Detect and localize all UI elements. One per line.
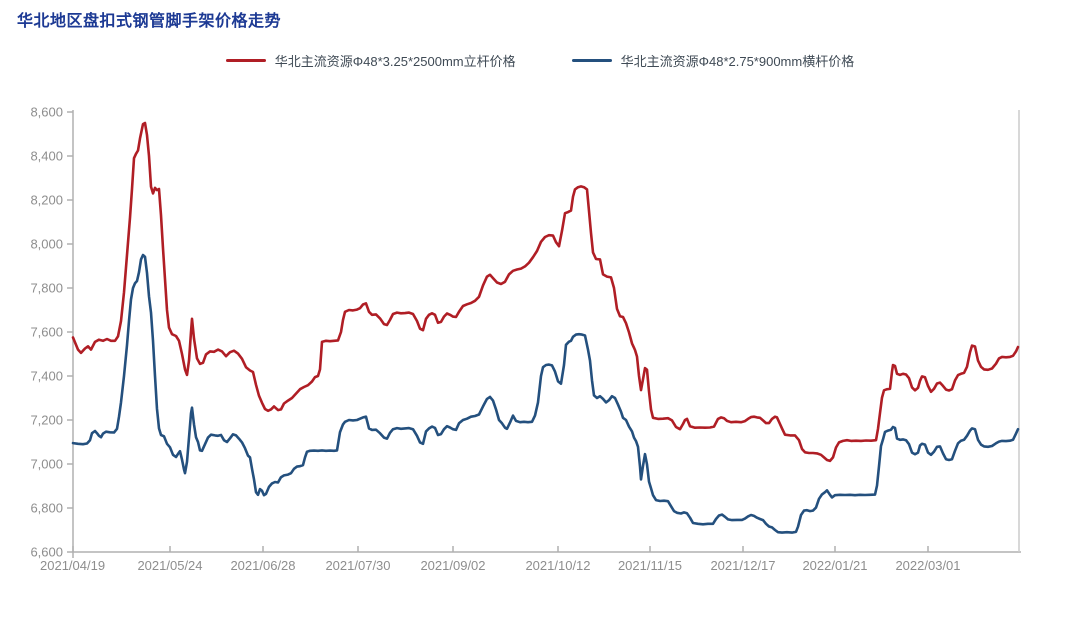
x-tick-label: 2021/06/28 — [230, 558, 295, 573]
x-tick-label: 2021/12/17 — [710, 558, 775, 573]
chart-title: 华北地区盘扣式钢管脚手架价格走势 — [17, 13, 282, 30]
y-tick-label: 7,200 — [30, 413, 63, 428]
blue-line-swatch — [571, 59, 612, 62]
y-tick-label: 7,600 — [30, 325, 63, 340]
legend-label-horizontal-bar-price: 华北主流资源Φ48*2.75*900mm横杆价格 — [620, 54, 855, 69]
x-tick-label: 2021/09/02 — [420, 558, 485, 573]
vertical-pole-price-line — [71, 121, 1020, 463]
y-tick-label: 7,000 — [30, 457, 63, 472]
x-tick-label: 2022/01/21 — [802, 558, 867, 573]
red-line-swatch — [225, 59, 266, 62]
x-tick-label: 2021/10/12 — [525, 558, 590, 573]
y-tick-label: 7,400 — [30, 369, 63, 384]
x-tick-label: 2021/11/15 — [618, 558, 682, 573]
x-tick-label: 2021/04/19 — [40, 558, 105, 573]
y-tick-label: 8,200 — [30, 193, 63, 208]
legend-item-horizontal-bar-price: 华北主流资源Φ48*2.75*900mm横杆价格 — [571, 51, 855, 70]
y-tick-label: 8,600 — [30, 105, 63, 120]
y-tick-label: 6,800 — [30, 501, 63, 516]
y-tick-label: 8,000 — [30, 237, 63, 252]
x-tick-label: 2021/07/30 — [325, 558, 390, 573]
legend-item-vertical-pole-price: 华北主流资源Φ48*3.25*2500mm立杆价格 — [225, 51, 516, 70]
y-tick-label: 7,800 — [30, 281, 63, 296]
horizontal-bar-price-line — [71, 253, 1020, 534]
legend: 华北主流资源Φ48*3.25*2500mm立杆价格 华北主流资源Φ48*2.75… — [0, 51, 1080, 70]
x-tick-label: 2022/03/01 — [895, 558, 960, 573]
y-tick-label: 6,600 — [30, 545, 63, 560]
y-tick-label: 8,400 — [30, 149, 63, 164]
x-tick-label: 2021/05/24 — [137, 558, 202, 573]
legend-label-vertical-pole-price: 华北主流资源Φ48*3.25*2500mm立杆价格 — [274, 54, 516, 69]
